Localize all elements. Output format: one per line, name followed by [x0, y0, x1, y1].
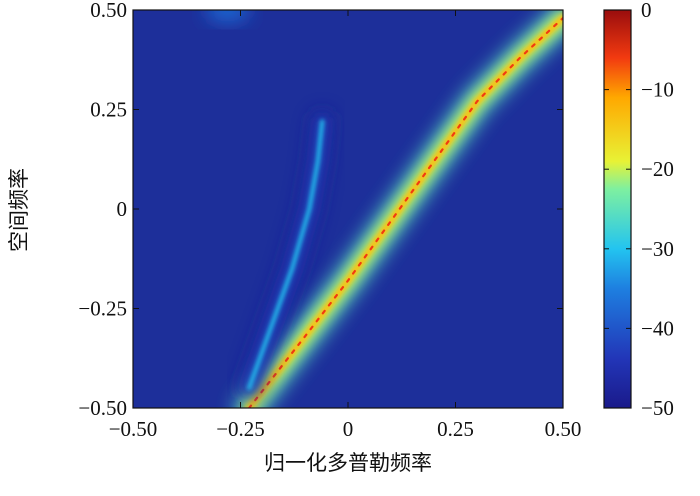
x-tick-label: −0.25 — [216, 417, 265, 441]
y-tick-label: 0 — [117, 197, 128, 221]
colorbar: 0 −10 −20 −30 −40 −50 — [603, 0, 674, 420]
y-tick-label: −0.25 — [78, 297, 127, 321]
x-tick-label: 0 — [343, 417, 354, 441]
colorbar-tick-label: 0 — [641, 0, 652, 22]
y-tick-label: 0.50 — [90, 0, 127, 22]
colorbar-tick-label: −50 — [641, 396, 674, 420]
x-axis-title: 归一化多普勒频率 — [264, 451, 432, 475]
x-tick-label: 0.50 — [545, 417, 582, 441]
colorbar-ticks: 0 −10 −20 −30 −40 −50 — [604, 0, 674, 420]
colorbar-tick-label: −10 — [641, 78, 674, 102]
x-tick-label: −0.50 — [109, 417, 158, 441]
secondary-ridge-core — [247, 119, 325, 391]
x-tick-label: 0.25 — [437, 417, 474, 441]
x-axis: −0.50 −0.25 0 0.25 0.50 — [109, 10, 582, 441]
y-axis: −0.50 −0.25 0 0.25 0.50 — [78, 0, 563, 420]
y-tick-label: −0.50 — [78, 396, 127, 420]
colorbar-tick-label: −30 — [641, 237, 674, 261]
top-sidelobe — [205, 10, 250, 22]
colorbar-gradient — [603, 9, 632, 409]
heat-layer — [205, 10, 563, 408]
y-axis-title: 空间频率 — [7, 168, 31, 252]
main-clutter-ridge-peak — [248, 16, 563, 408]
heatmap — [133, 10, 563, 408]
colorbar-tick-label: −40 — [641, 316, 674, 340]
y-tick-label: 0.25 — [90, 98, 127, 122]
colorbar-tick-label: −20 — [641, 157, 674, 181]
